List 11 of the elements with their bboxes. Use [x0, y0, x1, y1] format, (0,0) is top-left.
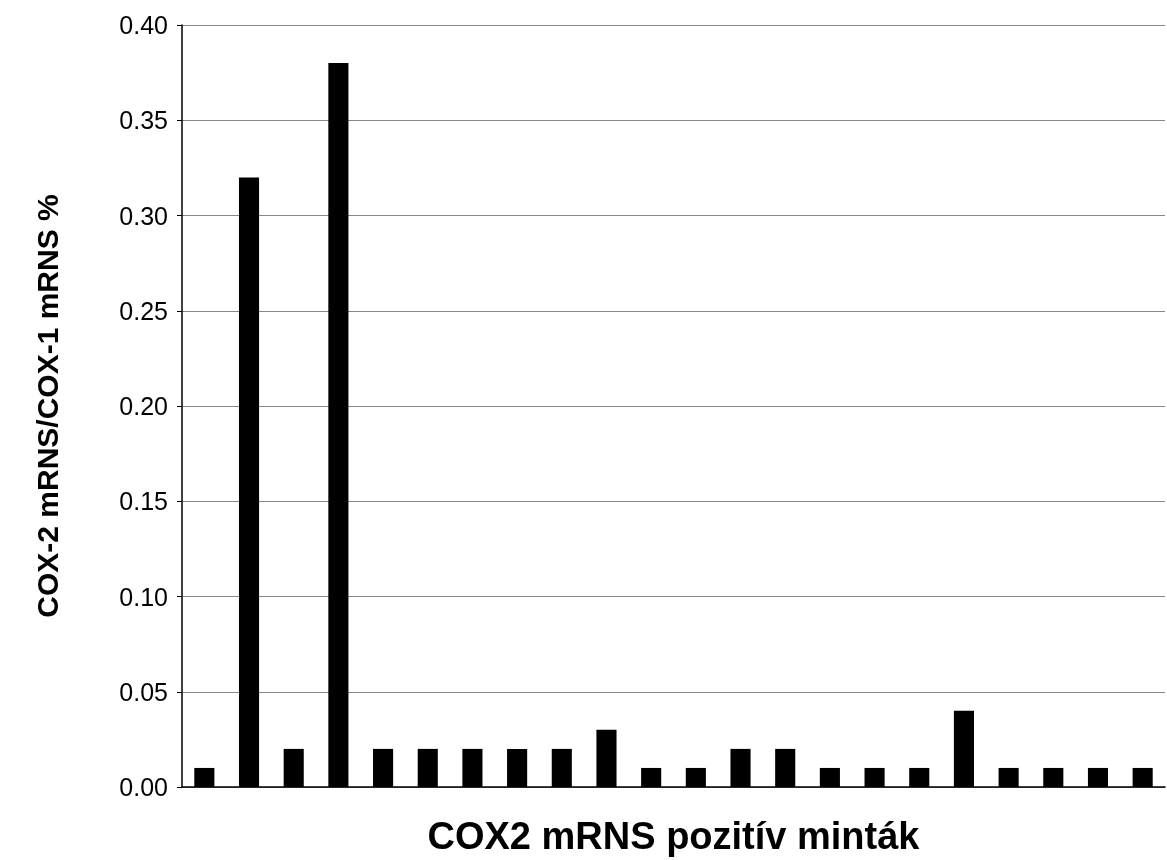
y-tick-label: 0.00: [119, 773, 168, 801]
y-axis-title: COX-2 mRNS/COX-1 mRNS %: [30, 194, 64, 618]
y-tick-label: 0.35: [119, 106, 168, 135]
y-tick-label: 0.20: [119, 392, 168, 420]
y-tick-label: 0.25: [119, 296, 168, 325]
y-tick-label: 0.15: [119, 487, 168, 516]
x-axis-title: COX2 mRNS pozitív minták: [427, 815, 921, 857]
y-tick-label: 0.30: [119, 201, 168, 230]
y-tick-label: 0.05: [119, 677, 168, 706]
y-tick-label: 0.10: [119, 582, 168, 611]
y-tick-label: 0.40: [119, 11, 168, 39]
